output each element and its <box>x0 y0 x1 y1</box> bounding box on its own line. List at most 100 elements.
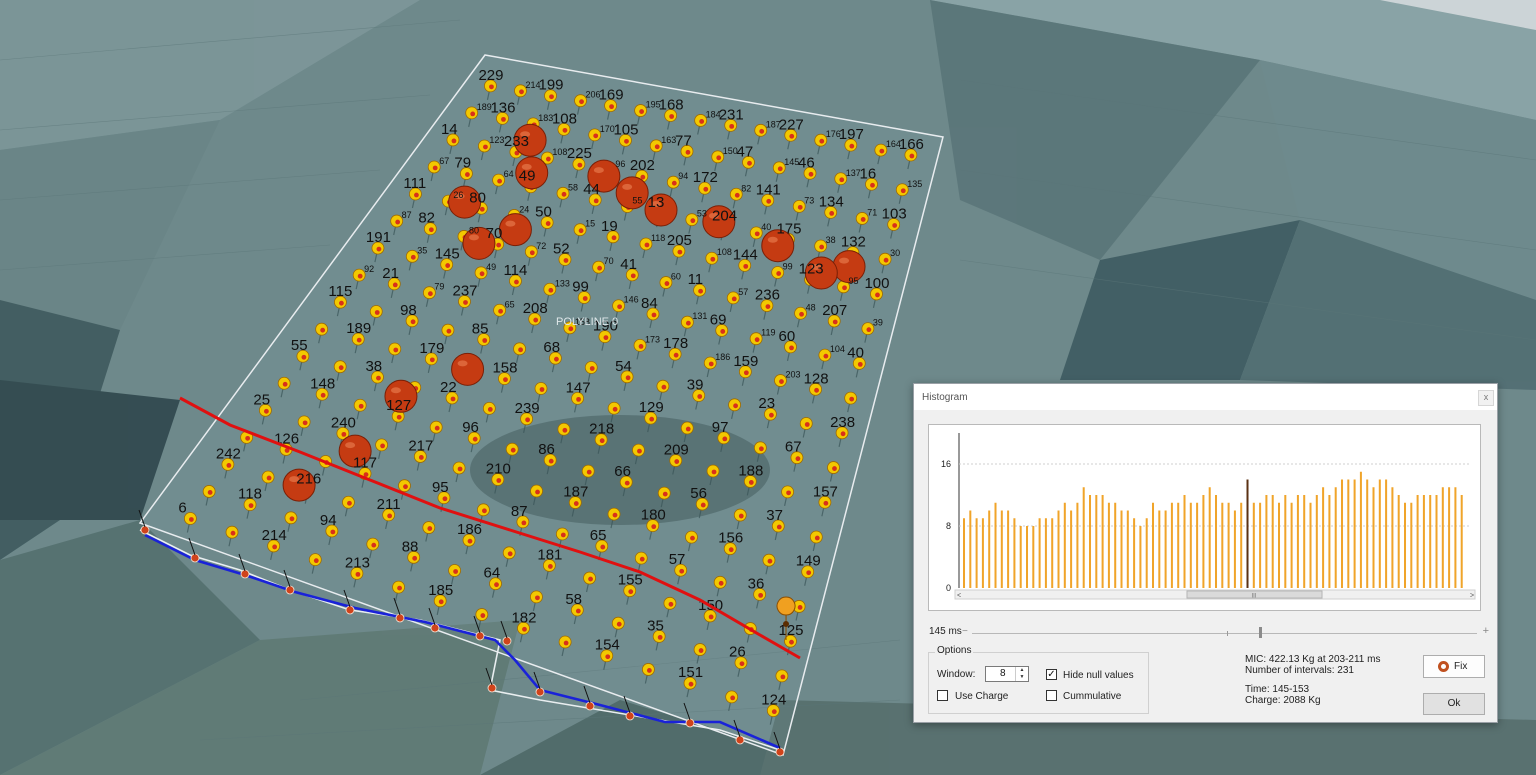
histogram-bar[interactable] <box>988 510 991 589</box>
histogram-bar[interactable] <box>1240 502 1243 588</box>
histogram-bar[interactable] <box>1038 518 1041 588</box>
blast-hole[interactable] <box>639 237 653 259</box>
blast-hole[interactable] <box>652 629 666 651</box>
blast-hole[interactable] <box>555 527 569 549</box>
histogram-bar[interactable] <box>1353 479 1356 589</box>
blast-hole[interactable] <box>517 621 530 643</box>
blast-hole[interactable] <box>514 84 527 105</box>
blast-hole[interactable] <box>666 175 680 197</box>
blast-hole[interactable] <box>760 299 774 320</box>
blast-hole[interactable] <box>771 266 785 287</box>
blast-hole[interactable] <box>664 109 678 130</box>
blast-hole[interactable] <box>606 230 620 251</box>
blast-hole[interactable] <box>809 382 822 404</box>
blast-hole[interactable] <box>475 608 489 629</box>
blast-hole[interactable] <box>505 442 519 464</box>
blast-hole[interactable] <box>698 181 712 203</box>
blast-hole[interactable] <box>600 649 614 670</box>
blast-hole[interactable] <box>809 530 823 552</box>
histogram-bar[interactable] <box>1089 495 1092 588</box>
blast-hole[interactable] <box>598 330 612 351</box>
hide-null-checkbox[interactable]: ✓ <box>1046 669 1057 680</box>
blast-hole[interactable] <box>861 322 875 343</box>
blast-hole[interactable] <box>409 187 422 209</box>
blast-hole[interactable] <box>572 157 586 179</box>
blast-hole[interactable] <box>641 663 655 684</box>
blast-hole[interactable] <box>713 575 727 597</box>
histogram-bar[interactable] <box>1404 502 1407 588</box>
blast-hole[interactable] <box>584 361 598 382</box>
blast-hole[interactable] <box>754 123 768 145</box>
blast-hole[interactable] <box>446 133 460 155</box>
histogram-bar[interactable] <box>1271 495 1274 588</box>
blast-hole[interactable] <box>277 376 291 398</box>
blast-hole[interactable] <box>542 559 556 580</box>
blast-hole[interactable] <box>392 580 405 602</box>
blast-hole[interactable] <box>493 303 507 325</box>
blast-hole[interactable] <box>352 268 366 290</box>
blast-hole[interactable] <box>775 669 789 691</box>
blast-hole[interactable] <box>784 128 798 150</box>
blast-hole[interactable] <box>588 128 602 149</box>
blast-hole[interactable] <box>672 244 686 266</box>
window-stepper[interactable]: 8 ▲ ▼ <box>985 666 1029 682</box>
blast-hole[interactable] <box>577 291 591 312</box>
histogram-bar[interactable] <box>1215 495 1218 588</box>
blast-hole[interactable] <box>296 349 310 371</box>
blast-hole[interactable] <box>549 351 562 373</box>
cumulative-checkbox[interactable] <box>1046 690 1057 701</box>
histogram-bar[interactable] <box>1101 495 1104 588</box>
blast-hole[interactable] <box>824 206 838 227</box>
blast-hole[interactable] <box>685 530 698 552</box>
blast-hole[interactable] <box>729 187 743 209</box>
blast-hole[interactable] <box>422 521 436 542</box>
blast-hole[interactable] <box>496 111 509 133</box>
histogram-bar[interactable] <box>1278 502 1281 588</box>
histogram-bar[interactable] <box>1196 502 1199 588</box>
blast-hole[interactable] <box>794 306 807 328</box>
histogram-bar[interactable] <box>1032 526 1035 588</box>
histogram-bar[interactable] <box>1026 526 1029 588</box>
histogram-bar[interactable] <box>1177 502 1180 588</box>
blast-hole[interactable] <box>799 417 813 438</box>
blast-hole[interactable] <box>284 511 298 532</box>
blast-hole[interactable] <box>753 587 767 609</box>
blast-hole[interactable] <box>644 411 658 433</box>
blast-hole[interactable] <box>225 525 239 547</box>
histogram-bar[interactable] <box>1372 487 1375 588</box>
histogram-bar[interactable] <box>1189 502 1192 588</box>
blast-hole[interactable] <box>530 590 543 611</box>
blast-hole[interactable] <box>540 216 554 237</box>
blast-hole[interactable] <box>570 603 584 625</box>
blast-hole[interactable] <box>680 144 694 166</box>
blast-hole[interactable] <box>592 260 606 282</box>
histogram-bar[interactable] <box>1378 479 1381 589</box>
histogram-bar[interactable] <box>1290 502 1293 588</box>
blast-hole[interactable] <box>743 475 757 496</box>
histogram-titlebar[interactable]: Histogram x <box>914 384 1497 410</box>
blast-hole[interactable] <box>594 433 608 454</box>
blast-hole[interactable] <box>492 173 506 195</box>
blast-hole[interactable] <box>221 458 235 479</box>
blast-hole[interactable] <box>484 79 497 100</box>
blast-hole[interactable] <box>445 391 459 413</box>
blast-hole[interactable] <box>366 537 380 559</box>
blast-hole[interactable] <box>818 495 832 517</box>
histogram-window[interactable]: Histogram x 0 8 16 III < > 145 ms − + Options… <box>913 383 1498 723</box>
blast-hole[interactable] <box>715 324 729 345</box>
blast-hole[interactable] <box>764 407 777 429</box>
histogram-bar[interactable] <box>1051 518 1054 588</box>
blast-hole[interactable] <box>659 276 673 297</box>
histogram-bar[interactable] <box>1076 502 1079 588</box>
histogram-bar[interactable] <box>1227 502 1230 588</box>
blast-hole[interactable] <box>334 295 347 317</box>
histogram-bar[interactable] <box>1366 479 1369 589</box>
blast-hole[interactable] <box>568 496 582 517</box>
blast-hole[interactable] <box>491 473 505 494</box>
blast-hole[interactable] <box>573 223 587 244</box>
blast-hole[interactable] <box>771 519 785 541</box>
blast-hole[interactable] <box>904 148 918 170</box>
blast-hole[interactable] <box>243 498 257 519</box>
histogram-bar[interactable] <box>1397 495 1400 588</box>
histogram-bar[interactable] <box>1296 495 1299 588</box>
